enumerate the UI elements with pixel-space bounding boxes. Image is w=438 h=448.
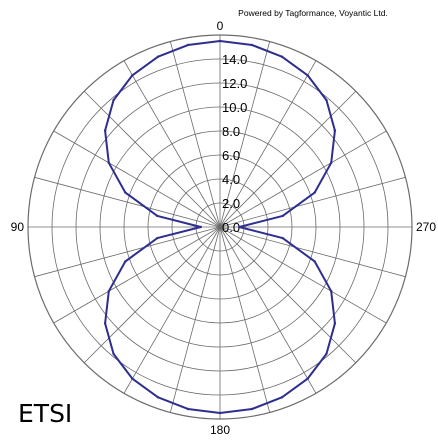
data-point bbox=[325, 98, 328, 102]
radial-tick-label: 10.0 bbox=[222, 100, 247, 115]
data-point bbox=[112, 352, 115, 356]
data-point bbox=[131, 74, 134, 77]
angle-labels: 0 90 180 270 bbox=[11, 19, 437, 437]
data-point bbox=[306, 74, 309, 77]
radial-tick-label: 14.0 bbox=[222, 52, 247, 67]
data-point bbox=[186, 43, 190, 47]
data-point bbox=[156, 214, 159, 218]
data-point bbox=[280, 396, 284, 399]
radial-tick-label: 4.0 bbox=[222, 172, 240, 187]
data-point bbox=[333, 322, 337, 325]
data-point bbox=[281, 236, 284, 240]
grid-ring bbox=[195, 202, 245, 252]
data-point bbox=[238, 225, 241, 229]
data-point bbox=[186, 407, 190, 411]
data-point bbox=[124, 191, 127, 194]
radial-tick-label: 0.0 bbox=[222, 220, 240, 235]
standard-label: ETSI bbox=[18, 399, 72, 428]
grid-ring bbox=[99, 106, 341, 348]
radial-tick-label: 8.0 bbox=[222, 124, 240, 139]
polar-grid bbox=[27, 34, 413, 420]
data-point bbox=[306, 377, 309, 380]
angle-label-0: 0 bbox=[217, 19, 224, 33]
radial-tick-label: 6.0 bbox=[222, 148, 240, 163]
grid-ring bbox=[75, 82, 365, 372]
data-point bbox=[218, 411, 222, 415]
data-point bbox=[124, 260, 127, 263]
data-point bbox=[131, 377, 134, 380]
data-point bbox=[250, 43, 254, 47]
grid-outer-ring bbox=[27, 34, 413, 420]
data-point bbox=[199, 225, 202, 229]
data-point bbox=[330, 161, 333, 164]
series-layer bbox=[103, 39, 337, 415]
radial-tick-label: 2.0 bbox=[222, 196, 240, 211]
data-point bbox=[107, 290, 111, 293]
grid-ring bbox=[171, 178, 269, 276]
data-point bbox=[313, 260, 316, 263]
data-point bbox=[112, 98, 115, 102]
data-point bbox=[156, 55, 160, 58]
data-point bbox=[218, 39, 222, 43]
data-point bbox=[330, 290, 333, 293]
radial-tick-label: 12.0 bbox=[222, 76, 247, 91]
angle-label-90: 90 bbox=[11, 220, 25, 234]
data-point bbox=[333, 129, 337, 132]
data-point bbox=[313, 191, 316, 194]
data-point bbox=[156, 236, 159, 240]
data-point bbox=[156, 396, 160, 399]
credit-text: Powered by Tagformance, Voyantic Ltd. bbox=[238, 8, 388, 18]
data-point bbox=[103, 129, 107, 132]
grid-ring bbox=[147, 154, 293, 300]
data-point bbox=[103, 322, 107, 325]
angle-label-180: 180 bbox=[210, 423, 230, 437]
data-point bbox=[250, 407, 254, 411]
data-point bbox=[281, 214, 284, 218]
grid-ring bbox=[123, 130, 317, 324]
grid-ring bbox=[51, 58, 389, 396]
radial-tick-labels: 0.0 2.0 4.0 6.0 8.0 10.0 12.0 14.0 bbox=[222, 52, 247, 235]
data-point bbox=[280, 55, 284, 58]
angle-label-270: 270 bbox=[416, 220, 436, 234]
data-point bbox=[107, 161, 111, 164]
data-point bbox=[325, 352, 328, 356]
